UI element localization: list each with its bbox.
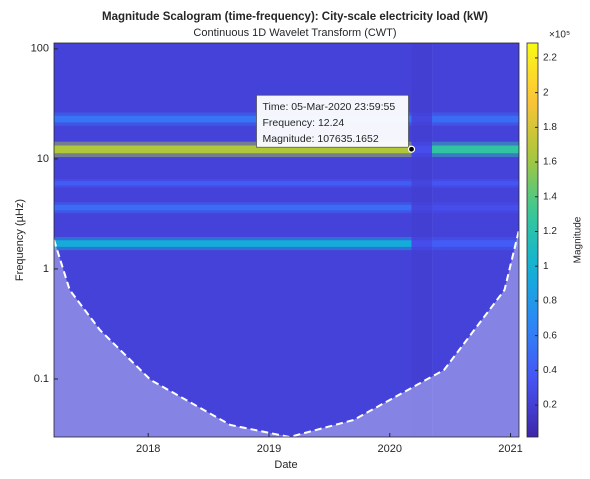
band <box>54 115 412 123</box>
colorbar-tick-label: 0.8 <box>543 296 557 307</box>
colorbar-tick-label: 0.4 <box>543 365 557 376</box>
band <box>411 145 433 154</box>
band <box>411 204 433 211</box>
y-tick-label: 1 <box>43 263 49 275</box>
heat-cell <box>411 43 433 437</box>
chart-subtitle: Continuous 1D Wavelet Transform (CWT) <box>193 27 396 39</box>
band <box>411 115 433 123</box>
colorbar-tick-label: 1.4 <box>543 191 557 202</box>
datatip-marker <box>407 145 416 153</box>
overlay: 2018 2019 2020 2021 0.1 1 10 100 0.2 0.4 0.6 0.8 1 1.… <box>31 42 557 455</box>
colorbar-tick-label: 1.8 <box>543 122 557 133</box>
band <box>432 145 519 154</box>
band <box>432 204 519 211</box>
band <box>411 240 433 247</box>
x-tick-label: 2019 <box>257 443 281 455</box>
y-tick-label: 0.1 <box>34 373 49 385</box>
coi-line <box>54 229 519 437</box>
x-tick-label: 2021 <box>498 443 522 455</box>
band <box>54 145 412 154</box>
band <box>432 115 519 123</box>
coi-shade <box>54 229 519 437</box>
x-tick-label: 2018 <box>136 443 160 455</box>
datatip-text: Magnitude: 107635.1652 <box>263 133 379 145</box>
band <box>54 181 412 186</box>
colorbar-exponent: ×10⁵ <box>549 30 570 41</box>
band <box>54 240 412 247</box>
colorbar-tick-label: 1 <box>543 261 549 272</box>
colorbar-label: Magnitude <box>573 216 584 263</box>
axes-box <box>53 42 520 438</box>
datatip-text: Time: 05-Mar-2020 23:59:55 <box>263 101 396 113</box>
band <box>411 181 433 186</box>
x-axis-label: Date <box>274 459 297 471</box>
band <box>432 181 519 186</box>
y-tick-label: 10 <box>37 153 49 165</box>
chart-title: Magnitude Scalogram (time-frequency): Ci… <box>102 11 488 23</box>
band <box>432 240 519 247</box>
heat-cell <box>432 43 519 437</box>
y-axis-label: Frequency (µHz) <box>14 199 26 281</box>
colorbar-tick-label: 2.2 <box>543 53 557 64</box>
datatip-text: Frequency: 12.24 <box>263 117 345 129</box>
band <box>54 204 412 211</box>
colorbar-tick-label: 0.6 <box>543 330 557 341</box>
datatip-box <box>256 94 409 148</box>
colorbar-tick-label: 2 <box>543 87 549 98</box>
colorbar <box>526 42 539 438</box>
x-tick-label: 2020 <box>378 443 402 455</box>
y-tick-label: 100 <box>31 43 49 55</box>
colorbar-tick-label: 0.2 <box>543 400 557 411</box>
colorbar-tick-label: 1.6 <box>543 157 557 168</box>
colorbar-tick-label: 1.2 <box>543 226 557 237</box>
